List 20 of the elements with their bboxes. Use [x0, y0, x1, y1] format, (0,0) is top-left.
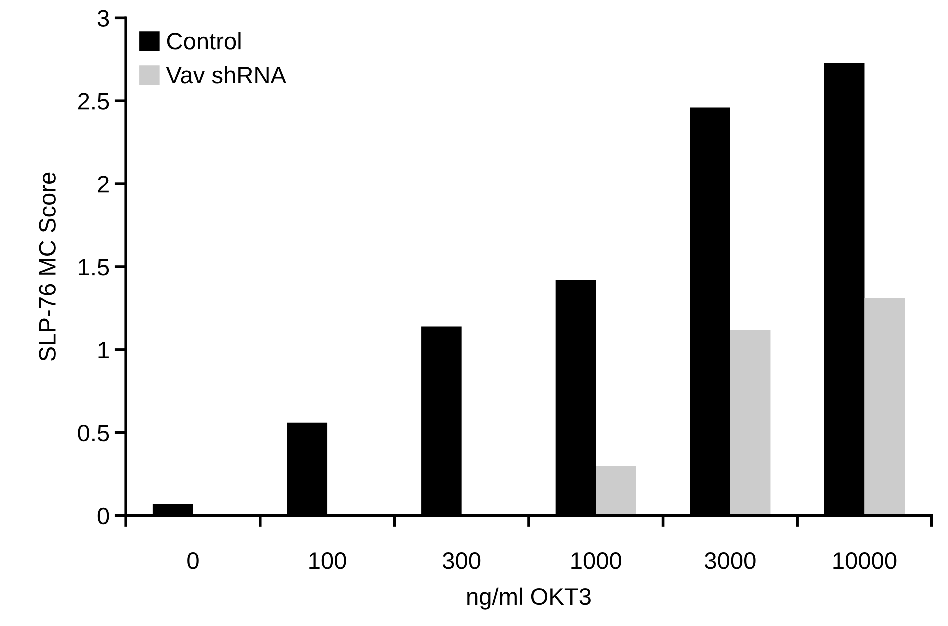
legend-label: Vav shRNA — [166, 66, 286, 84]
x-tick-label: 0 — [188, 552, 199, 570]
x-tick-label: 1000 — [572, 552, 622, 570]
y-tick-label: 0 — [98, 508, 110, 525]
x-tick-label: 10000 — [834, 552, 897, 570]
y-tick-label: 2.5 — [78, 93, 110, 110]
x-tick-label: 100 — [310, 552, 346, 570]
legend-label: Control — [167, 32, 241, 50]
y-tick-label: 1.5 — [79, 259, 110, 276]
bar — [596, 466, 636, 516]
y-tick-label: 0.5 — [78, 424, 110, 442]
y-tick-label: 3 — [98, 10, 110, 27]
x-tick-label: 300 — [443, 552, 481, 570]
x-axis-title: ng/ml OKT3 — [468, 588, 591, 610]
bar — [864, 298, 906, 516]
y-tick-label: 1 — [98, 342, 109, 358]
y-tick-label: 2 — [98, 176, 109, 193]
y-axis-title: SLP-76 MC Score — [39, 172, 56, 362]
bar — [730, 330, 771, 516]
x-tick-label: 3000 — [705, 552, 756, 570]
